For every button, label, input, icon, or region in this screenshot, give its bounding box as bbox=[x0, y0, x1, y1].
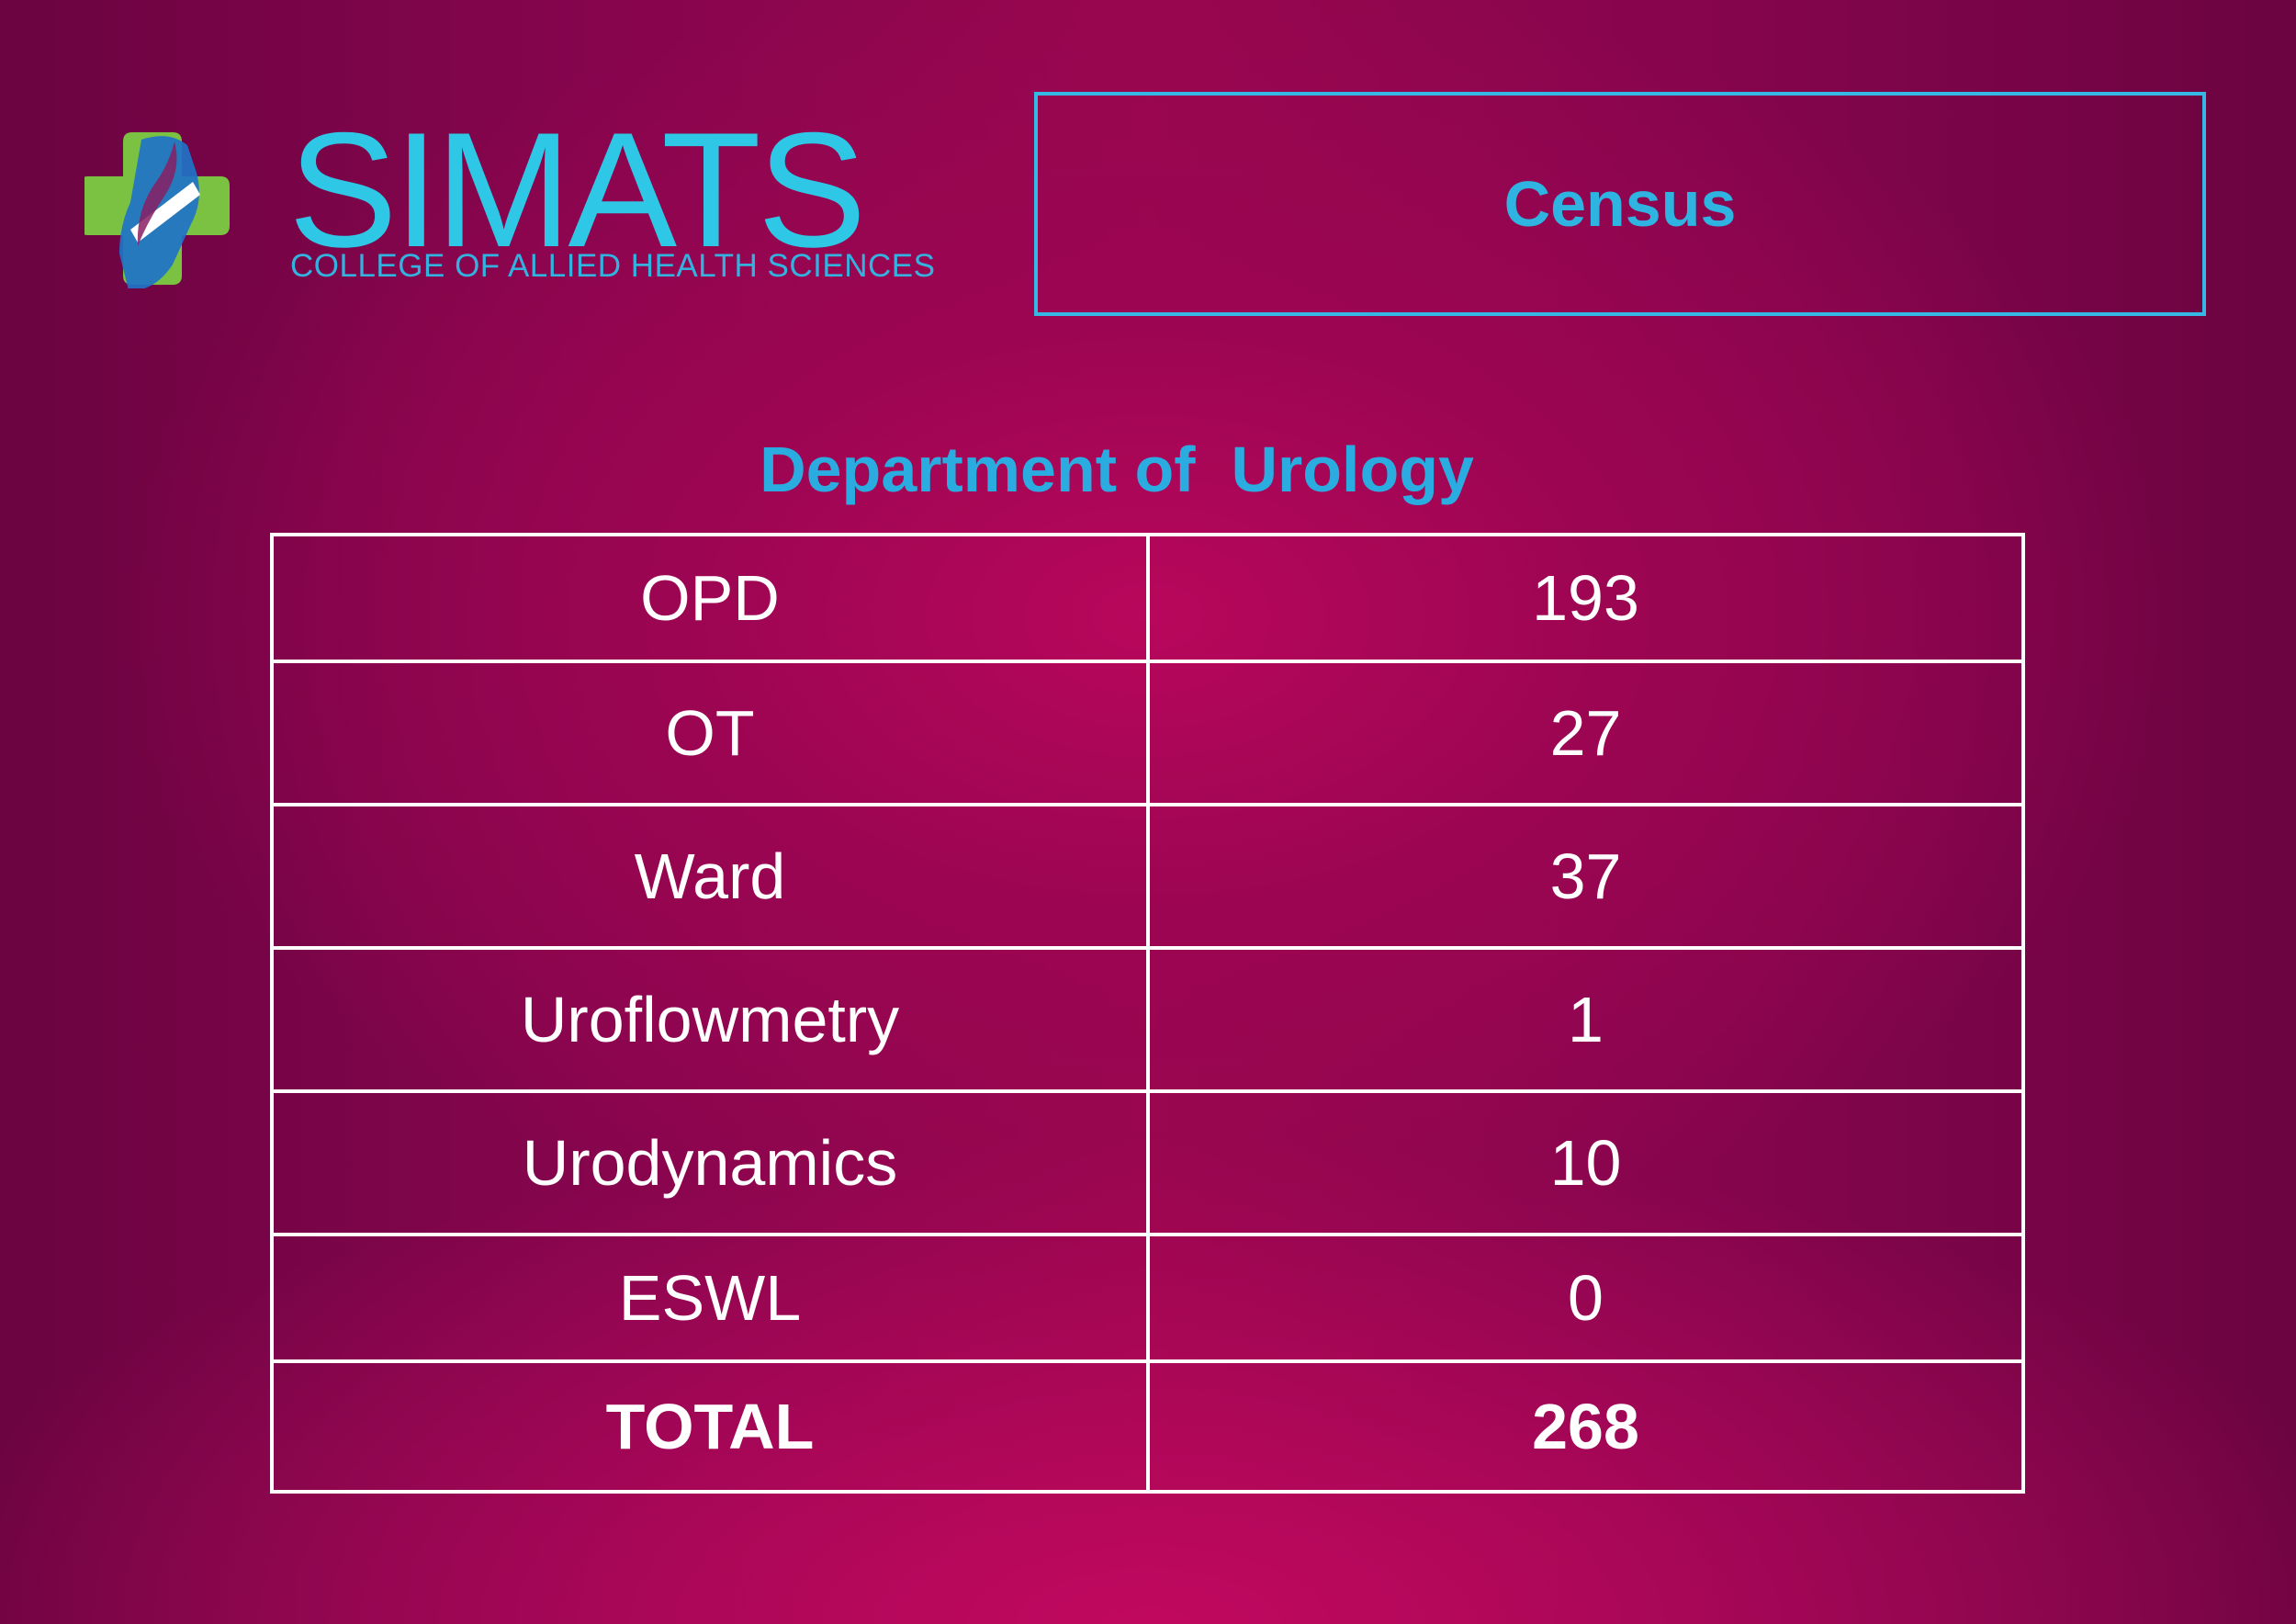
medical-cross-logo-icon bbox=[84, 132, 230, 288]
table-row: Urodynamics 10 bbox=[270, 1089, 2025, 1236]
table-row: Uroflowmetry 1 bbox=[270, 946, 2025, 1093]
table-row: ESWL 0 bbox=[270, 1233, 2025, 1363]
row-label: ESWL bbox=[270, 1233, 1150, 1363]
row-value: 27 bbox=[1146, 660, 2025, 806]
row-value: 10 bbox=[1146, 1089, 2025, 1236]
row-label: Uroflowmetry bbox=[270, 946, 1150, 1093]
census-table: OPD 193 OT 27 Ward 37 Uroflowmetry 1 Uro… bbox=[270, 533, 2025, 1494]
row-label: OT bbox=[270, 660, 1150, 806]
row-value: 0 bbox=[1146, 1233, 2025, 1363]
total-value: 268 bbox=[1146, 1359, 2025, 1494]
brand-wordmark: SIMATS bbox=[288, 98, 866, 281]
table-row: OT 27 bbox=[270, 660, 2025, 806]
row-label: OPD bbox=[270, 533, 1150, 663]
department-heading: Department of Urology bbox=[760, 434, 1474, 505]
row-value: 37 bbox=[1146, 803, 2025, 950]
table-row: Ward 37 bbox=[270, 803, 2025, 950]
census-title-box: Census bbox=[1034, 92, 2206, 316]
table-row: OPD 193 bbox=[270, 533, 2025, 663]
brand-tagline: COLLEGE OF ALLIED HEALTH SCIENCES bbox=[290, 248, 936, 284]
row-label: Urodynamics bbox=[270, 1089, 1150, 1236]
total-row: TOTAL 268 bbox=[270, 1359, 2025, 1494]
row-label: Ward bbox=[270, 803, 1150, 950]
simats-logo: SIMATS COLLEGE OF ALLIED HEALTH SCIENCES bbox=[84, 108, 966, 296]
page-title: Census bbox=[1503, 168, 1737, 240]
row-value: 193 bbox=[1146, 533, 2025, 663]
total-label: TOTAL bbox=[270, 1359, 1150, 1494]
row-value: 1 bbox=[1146, 946, 2025, 1093]
